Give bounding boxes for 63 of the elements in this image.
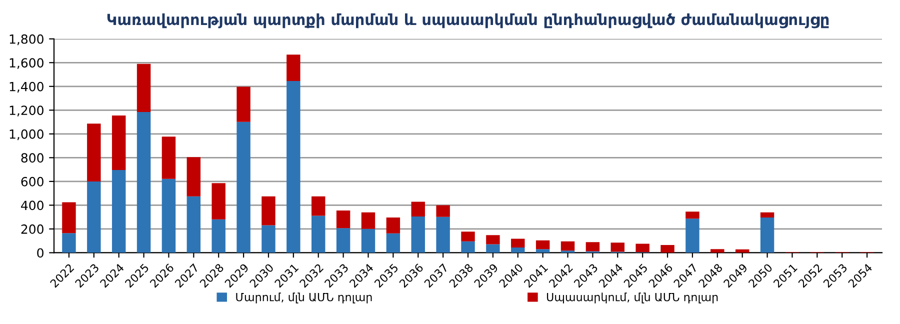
bar [686,218,700,253]
legend-label: Մարում, մլն ԱՄՆ դոլար [236,292,372,304]
y-tick-label: 1,000 [10,129,44,140]
bar [136,112,151,253]
bar [186,157,201,196]
bar [536,240,550,250]
bar [486,235,500,244]
bar [686,212,700,219]
bar [411,216,425,253]
bar [461,232,475,242]
bar [610,242,624,252]
bar [760,218,774,253]
bar [87,181,101,253]
bar [87,124,101,182]
bar [212,183,226,220]
bar [62,233,76,253]
y-tick-label: 1,400 [10,82,44,93]
bar [236,86,250,122]
bar [436,216,450,253]
bar [312,216,326,253]
bar [486,244,500,253]
bar [386,233,400,253]
y-tick-label: 0 [37,248,44,258]
bar [336,228,350,253]
bar [361,228,376,253]
bar [286,54,300,82]
bar [336,210,350,228]
bar [660,245,674,253]
bar [436,205,450,217]
y-tick-label: 400 [21,200,44,210]
y-tick-label: 600 [21,176,44,186]
bar [312,196,326,216]
bar [710,249,724,253]
y-tick-label: 1,800 [10,34,44,46]
bar [286,81,300,253]
bar [361,212,376,229]
bar [136,64,151,112]
bar [186,196,201,253]
bar [162,136,176,179]
bar [560,241,575,251]
bar [62,202,76,234]
bar [386,218,400,234]
y-tick-label: 1,200 [10,106,44,116]
bar [586,242,600,252]
bar [411,202,425,216]
chart-title: Կառավարության պարտքի մարման և սպասարկման ընդհանրացված ժամանակացույցը [107,13,829,28]
bar [511,247,525,253]
bar [262,196,276,226]
bar [112,116,126,170]
bar [162,178,176,253]
y-tick-label: 1,600 [10,58,44,69]
bar [636,244,650,252]
bar [112,170,126,253]
legend-label: Սպասարկում, մլն ԱՄՆ դոլար [546,292,718,304]
bar [536,249,550,253]
bar [760,212,774,218]
bar [236,122,250,253]
y-tick-label: 200 [21,224,44,234]
y-tick-label: 800 [21,153,44,163]
bar [262,225,276,253]
bar [511,238,525,248]
bar [461,241,475,253]
bar [212,219,226,253]
